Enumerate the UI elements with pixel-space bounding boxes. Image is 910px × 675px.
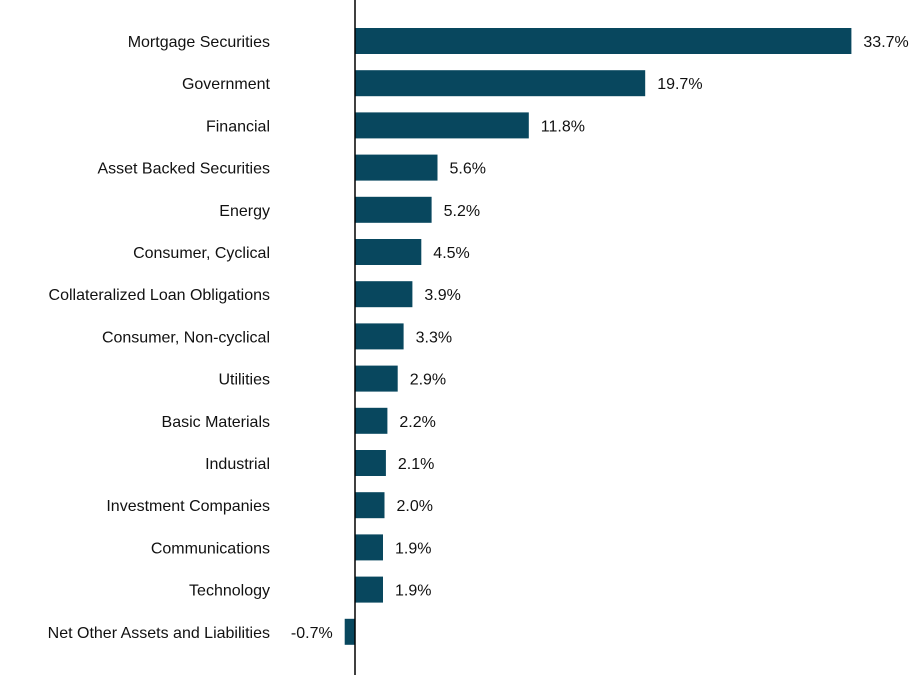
bar-financial [355,112,529,139]
data-label-financial: 11.8% [541,118,585,135]
bar-energy [355,196,432,223]
data-label-consumer-non-cyclical: 3.3% [416,329,452,346]
category-label-energy: Energy [219,203,270,220]
bar-utilities [355,365,398,392]
category-label-investment-companies: Investment Companies [106,498,270,515]
data-label-energy: 5.2% [444,203,480,220]
bar-investment-companies [355,492,385,519]
bar-basic-materials [355,407,388,434]
category-label-utilities: Utilities [218,372,270,389]
data-label-collateralized-loan-obligations: 3.9% [424,287,460,304]
category-label-technology: Technology [189,583,270,600]
data-label-utilities: 2.9% [410,372,446,389]
bar-asset-backed-securities [355,154,438,181]
bar-communications [355,534,383,561]
category-label-government: Government [182,76,271,93]
bar-collateralized-loan-obligations [355,281,413,308]
bar-government [355,70,646,97]
data-label-technology: 1.9% [395,583,431,600]
data-label-investment-companies: 2.0% [397,498,433,515]
category-label-consumer-non-cyclical: Consumer, Non-cyclical [102,329,270,346]
bar-industrial [355,450,386,476]
bar-net-other-assets-and-liabilities [344,618,355,645]
data-label-mortgage-securities: 33.7% [863,34,908,51]
data-label-asset-backed-securities: 5.6% [450,161,486,178]
bar-technology [355,576,383,603]
category-label-financial: Financial [206,118,270,135]
bars-layer [344,28,852,645]
data-label-communications: 1.9% [395,540,431,557]
data-label-basic-materials: 2.2% [399,414,435,431]
category-label-collateralized-loan-obligations: Collateralized Loan Obligations [49,287,270,304]
category-label-net-other-assets-and-liabilities: Net Other Assets and Liabilities [48,625,270,642]
data-label-government: 19.7% [657,76,702,93]
bar-mortgage-securities [355,28,852,54]
category-label-basic-materials: Basic Materials [162,414,270,431]
data-label-consumer-cyclical: 4.5% [433,245,469,262]
labels-layer: Mortgage Securities 33.7% Government 19.7% F… [48,34,909,642]
category-label-asset-backed-securities: Asset Backed Securities [97,161,270,178]
category-label-industrial: Industrial [205,456,270,473]
data-label-industrial: 2.1% [398,456,434,473]
category-label-mortgage-securities: Mortgage Securities [128,34,270,51]
category-label-communications: Communications [151,540,270,557]
bar-consumer-non-cyclical [355,323,404,350]
data-label-net-other-assets-and-liabilities: -0.7% [291,625,333,642]
bar-consumer-cyclical [355,239,422,265]
category-label-consumer-cyclical: Consumer, Cyclical [133,245,270,262]
